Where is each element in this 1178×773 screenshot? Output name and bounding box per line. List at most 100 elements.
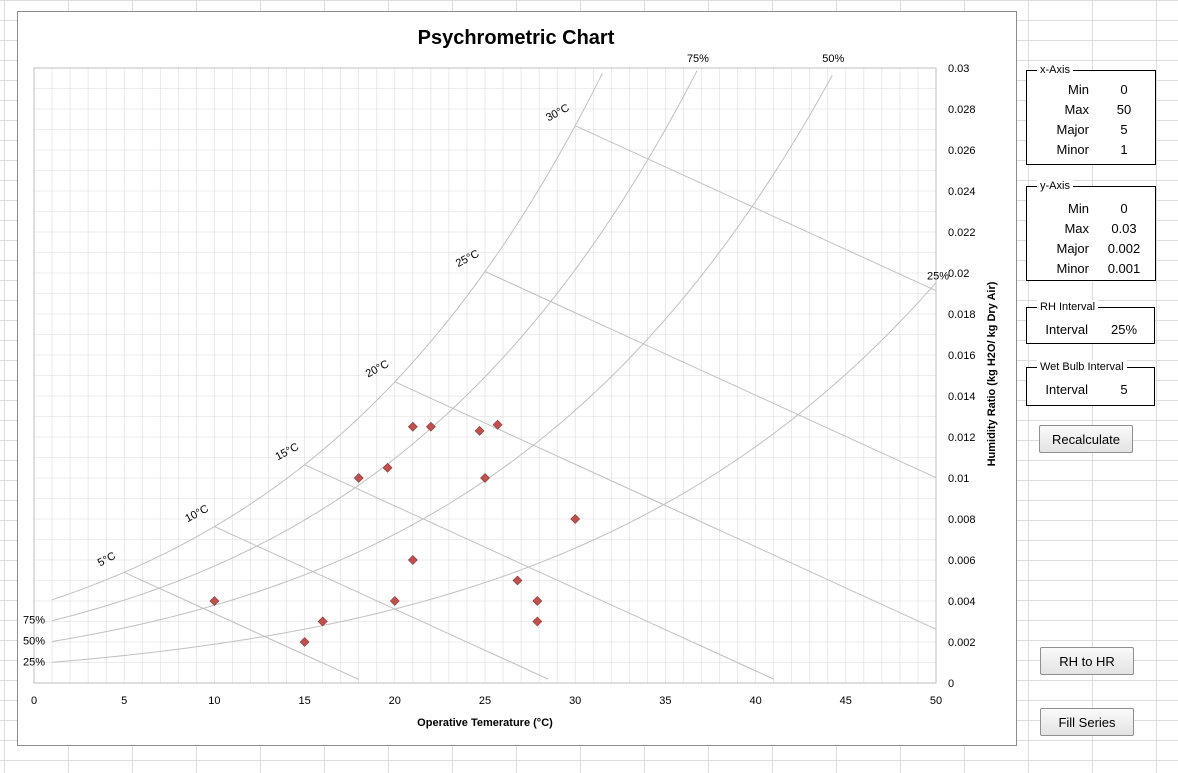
y-tick-label: 0.006	[948, 555, 976, 567]
wet-bulb-line	[123, 571, 359, 680]
y-tick-label: 0.012	[948, 432, 976, 444]
y-axis-min-row: Min 0	[1027, 199, 1155, 219]
x-axis-settings-panel: x-Axis Min 0 Max 50 Major 5 Minor 1	[1026, 63, 1156, 165]
y-axis-minor-row: Minor 0.001	[1027, 259, 1155, 279]
wet-bulb-interval-value[interactable]: 5	[1120, 382, 1128, 397]
data-point	[353, 473, 364, 483]
wet-bulb-label: 10°C	[183, 503, 210, 525]
data-point	[389, 596, 400, 606]
x-axis-major-value[interactable]: 5	[1120, 122, 1128, 137]
y-tick-label: 0	[948, 678, 954, 690]
data-point	[474, 425, 485, 436]
wet-bulb-line	[304, 464, 774, 680]
x-tick-label: 0	[31, 695, 37, 707]
y-axis-panel-title: y-Axis	[1037, 179, 1073, 193]
x-tick-label: 10	[208, 695, 220, 707]
wet-bulb-line	[574, 125, 937, 292]
wet-bulb-line	[214, 526, 549, 680]
rh-interval-value[interactable]: 25%	[1110, 322, 1138, 337]
x-tick-label: 40	[749, 695, 761, 707]
y-tick-label: 0.02	[948, 268, 969, 280]
x-axis-max-row: Max 50	[1027, 100, 1155, 120]
data-point	[512, 575, 523, 586]
x-axis-label: Operative Temerature (°C)	[417, 717, 553, 729]
chart-area: Psychrometric Chart 75% 75% 50% 50% 25% 25% 5°…	[17, 11, 1017, 746]
y-tick-label: 0.008	[948, 514, 976, 526]
y-axis-label: Humidity Ratio (kg H2O/ kg Dry Air)	[986, 281, 998, 466]
rh-curve	[51, 70, 698, 622]
y-axis-minor-label: Minor	[1056, 261, 1089, 276]
x-tick-label: 35	[659, 695, 671, 707]
wet-bulb-line	[394, 381, 937, 630]
rh-to-hr-button[interactable]: RH to HR	[1040, 647, 1134, 675]
y-axis-max-row: Max 0.03	[1027, 219, 1155, 239]
rh-curve-left-label: 50%	[23, 636, 45, 648]
wet-bulb-interval-panel-title: Wet Bulb Interval	[1037, 360, 1127, 374]
y-tick-label: 0.018	[948, 309, 976, 321]
x-tick-label: 5	[121, 695, 127, 707]
x-tick-label: 45	[840, 695, 852, 707]
data-point	[382, 462, 393, 473]
wet-bulb-label: 5°C	[96, 550, 118, 569]
y-tick-label: 0.028	[948, 104, 976, 116]
wet-bulb-label: 20°C	[364, 358, 391, 380]
y-axis-max-label: Max	[1064, 221, 1089, 236]
x-axis-min-label: Min	[1068, 82, 1089, 97]
y-tick-label: 0.014	[948, 391, 976, 403]
wet-bulb-label: 25°C	[454, 248, 481, 270]
wet-bulb-interval-row: Interval 5	[1027, 380, 1154, 400]
y-axis-settings-panel: y-Axis Min 0 Max 0.03 Major 0.002 Minor …	[1026, 179, 1156, 281]
y-axis-min-value[interactable]: 0	[1120, 201, 1128, 216]
data-point	[317, 616, 328, 627]
recalculate-button[interactable]: Recalculate	[1039, 425, 1133, 453]
wet-bulb-line	[484, 271, 937, 479]
fill-series-button[interactable]: Fill Series	[1040, 708, 1134, 736]
data-point	[480, 473, 490, 483]
data-point	[209, 596, 220, 606]
x-axis-max-label: Max	[1064, 102, 1089, 117]
x-axis-minor-value[interactable]: 1	[1120, 142, 1128, 157]
x-tick-label: 25	[479, 695, 491, 707]
x-axis-max-value[interactable]: 50	[1116, 102, 1132, 117]
data-point	[532, 616, 543, 627]
y-axis-min-label: Min	[1068, 201, 1089, 216]
y-tick-label: 0.024	[948, 186, 976, 198]
y-axis-max-value[interactable]: 0.03	[1111, 221, 1137, 236]
rh-interval-label: Interval	[1045, 322, 1088, 337]
x-tick-label: 20	[389, 695, 401, 707]
rh-interval-panel: RH Interval Interval 25%	[1026, 300, 1155, 344]
rh-curve-left-label: 75%	[23, 615, 45, 627]
y-axis-major-row: Major 0.002	[1027, 239, 1155, 259]
rh-interval-panel-title: RH Interval	[1037, 300, 1099, 314]
data-point	[299, 637, 310, 647]
psychrometric-chart: Psychrometric Chart 75% 75% 50% 50% 25% 25% 5°…	[23, 27, 998, 729]
rh-curve-label: 25%	[927, 271, 949, 283]
rh-curve-label: 75%	[687, 53, 709, 65]
y-tick-label: 0.004	[948, 596, 976, 608]
y-tick-label: 0.03	[948, 63, 969, 75]
x-tick-label: 15	[298, 695, 310, 707]
x-axis-min-row: Min 0	[1027, 80, 1155, 100]
rh-curve-left-label: 25%	[23, 656, 45, 668]
data-point	[425, 421, 436, 432]
rh-curve	[51, 282, 937, 663]
x-tick-label: 50	[930, 695, 942, 707]
y-axis-minor-value[interactable]: 0.001	[1107, 261, 1141, 276]
y-tick-label: 0.002	[948, 637, 976, 649]
x-axis-min-value[interactable]: 0	[1120, 82, 1128, 97]
y-axis-major-value[interactable]: 0.002	[1107, 241, 1141, 256]
x-axis-minor-label: Minor	[1056, 142, 1089, 157]
wet-bulb-interval-label: Interval	[1045, 382, 1088, 397]
y-tick-label: 0.01	[948, 473, 969, 485]
data-point	[407, 421, 418, 432]
y-tick-label: 0.022	[948, 227, 976, 239]
plot-border	[33, 67, 937, 684]
y-axis-major-label: Major	[1056, 241, 1089, 256]
wet-bulb-interval-panel: Wet Bulb Interval Interval 5	[1026, 360, 1155, 406]
rh-curve	[51, 75, 833, 643]
x-axis-panel-title: x-Axis	[1037, 63, 1073, 77]
x-axis-major-label: Major	[1056, 122, 1089, 137]
wet-bulb-label: 15°C	[274, 441, 301, 463]
data-point	[492, 419, 503, 430]
x-tick-label: 30	[569, 695, 581, 707]
